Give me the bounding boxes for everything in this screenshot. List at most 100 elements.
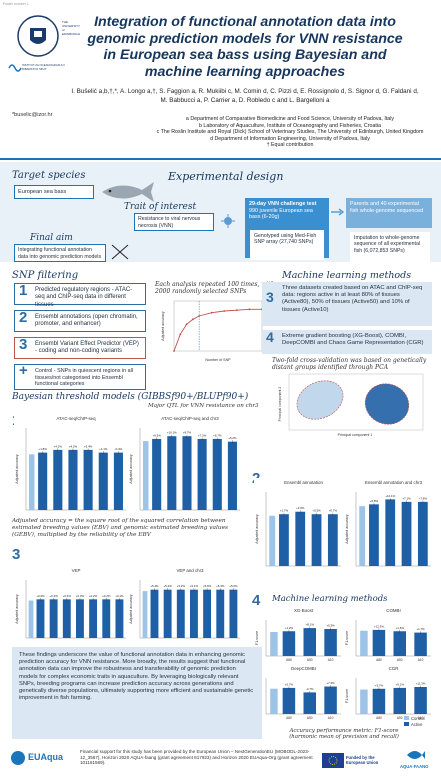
snp-filter-2-num: 2 bbox=[19, 309, 28, 326]
bar bbox=[295, 511, 306, 566]
challenge-title: 29-day VNN challenge test bbox=[249, 201, 317, 207]
accuracy-note: Accuracy performance metric: F1-score (h… bbox=[289, 728, 399, 741]
bar-value-label: +9.1% bbox=[396, 682, 405, 686]
snp-filter-3-num: 3 bbox=[19, 336, 28, 353]
contact-email[interactable]: *buselic@izor.hr bbox=[12, 112, 53, 118]
bar-chart-title: VEP and chr3 bbox=[176, 568, 204, 573]
vep-chr3-bar-chart: VEP and chr3 Adjusted accuracy +5.4% +5.2% +… bbox=[128, 566, 243, 642]
university-crest-icon bbox=[17, 15, 59, 57]
bar bbox=[62, 599, 71, 638]
bar bbox=[190, 589, 198, 638]
bar-control bbox=[269, 515, 276, 566]
line-chart-point bbox=[173, 350, 175, 352]
bar-value-label: +11.3% bbox=[416, 682, 426, 686]
bar-category-label: A80 bbox=[286, 658, 292, 662]
bar-value-label: +3.7% bbox=[375, 683, 384, 687]
bar-category-label: A80 bbox=[286, 716, 292, 720]
bar bbox=[372, 688, 386, 714]
affiliations: a Department of Comparative Biomedicine … bbox=[150, 116, 430, 149]
bar bbox=[150, 589, 159, 638]
bar-value-label: +5.3% bbox=[326, 624, 335, 628]
bar-category-label: A50 bbox=[397, 716, 403, 720]
target-species-title: Target species bbox=[12, 170, 86, 181]
line-chart-point bbox=[235, 309, 238, 312]
bar bbox=[203, 589, 212, 638]
bar bbox=[417, 501, 428, 566]
bar bbox=[68, 449, 78, 510]
line-chart-frame bbox=[173, 300, 263, 352]
combi-bar-chart: COMBI F1-score +12.3% A80 +1.5% A50 +1.7% A10 bbox=[344, 606, 434, 664]
bar-value-label: +5.1% bbox=[190, 584, 199, 588]
poster-number: Poster number 1 bbox=[3, 2, 29, 6]
bar-value-label: +5.6% bbox=[203, 584, 212, 588]
bar-value-label: +5.4% bbox=[150, 584, 159, 588]
snp-filter-1-text: Predicted regulatory regions - ATAC-seq … bbox=[35, 287, 133, 308]
parents-box: Parents and 40 experimental fish whole-g… bbox=[346, 198, 432, 228]
bar bbox=[279, 514, 289, 566]
bar-category-label: A10 bbox=[328, 716, 334, 720]
bar-chart-title: XG-Boost bbox=[294, 608, 314, 613]
snp-count-line-chart: Number of SNP Adjusted accuracy bbox=[160, 297, 266, 363]
bar-control bbox=[360, 630, 368, 656]
eu-flag-icon bbox=[322, 753, 344, 768]
bar-chart-title: ATAC-seq/ChIP-seq and chr3 bbox=[161, 416, 219, 421]
affiliation-a: a Department of Comparative Biomedicine … bbox=[185, 116, 395, 122]
bar-control bbox=[270, 688, 278, 714]
legend-active: Active bbox=[404, 722, 425, 728]
line-chart-xlabel: Number of SNP bbox=[205, 358, 231, 362]
ml-item-4-num: 4 bbox=[266, 329, 274, 345]
bar bbox=[49, 599, 58, 638]
bar-value-label: +5.8% bbox=[370, 499, 379, 503]
ensembl-bar-chart: Ensembl annotation Adjusted accuracy +1.7%… bbox=[254, 478, 344, 570]
bar-value-label: +5.2% bbox=[177, 584, 186, 588]
snp-filter-1: 1 Predicted regulatory regions - ATAC-se… bbox=[14, 283, 146, 308]
bar-chart-ylabel: Adjusted accuracy bbox=[15, 594, 19, 624]
deepcombi-bar-chart: DeepCOMBIF1-score+5.7%A80-0.7%A50+7.3%A1… bbox=[254, 664, 344, 722]
eu-flag-logo: Funded by the European Union bbox=[322, 752, 392, 770]
aquafaang-fish-icon bbox=[407, 751, 425, 759]
bar bbox=[369, 504, 379, 566]
affiliation-equal: † Equal contribution bbox=[266, 142, 314, 149]
dna-icon bbox=[111, 244, 129, 260]
bar-value-label: +9.3% bbox=[153, 433, 162, 437]
ensembl-chr3-bar-chart: Ensembl annotation and chr3 Adjusted accu… bbox=[344, 478, 434, 570]
snp-filter-3: 3 Ensembl Variant Effect Predictor (VEP)… bbox=[14, 337, 146, 359]
bar-control bbox=[270, 631, 278, 656]
line-chart-point bbox=[210, 311, 213, 314]
trait-box: Resistance to viral nervous necrosis (VN… bbox=[134, 213, 214, 231]
final-aim-box: Integrating functional annotation data i… bbox=[14, 244, 106, 262]
imputation-box: Imputation to whole-genome sequence of a… bbox=[350, 232, 430, 268]
qtl-note: Major QTL for VNN resistance on chr3 bbox=[148, 403, 259, 409]
bar bbox=[152, 438, 162, 510]
bar bbox=[324, 629, 337, 656]
bar-value-label: +8.1% bbox=[306, 623, 315, 627]
bar-chart-title: ATAC-seq/ChIP-seq bbox=[56, 416, 96, 421]
snp-filter-2-text: Ensembl annotations (open chromatin, pro… bbox=[35, 314, 138, 328]
bar-value-label: +5.7% bbox=[285, 682, 294, 686]
bar bbox=[401, 501, 412, 566]
bar bbox=[113, 452, 123, 510]
bar bbox=[327, 514, 338, 566]
bar-chart-ylabel: Adjusted accuracy bbox=[255, 514, 259, 544]
ml-legend: Control Active bbox=[404, 716, 425, 728]
adjusted-accuracy-note: Adjusted accuracy = the square root of t… bbox=[12, 518, 228, 538]
repeat-note: Each analysis repeated 100 times, with 2… bbox=[155, 281, 275, 296]
bar-value-label: +7.1% bbox=[402, 496, 411, 500]
bar-category-label: A50 bbox=[307, 658, 313, 662]
bar-chart-title: COMBI bbox=[386, 608, 400, 613]
bar-value-label: +0.4% bbox=[49, 594, 58, 598]
legend-active-label: Active bbox=[411, 722, 423, 727]
bar-chart-ylabel: F1-score bbox=[345, 689, 349, 703]
bar bbox=[83, 449, 93, 510]
bar-value-label: -0.7% bbox=[306, 687, 314, 691]
bar-value-label: +7.1% bbox=[198, 433, 207, 437]
bar-value-label: +6.7% bbox=[213, 433, 222, 437]
bar-value-label: +3.0% bbox=[296, 506, 305, 510]
bar-value-label: +0.3% bbox=[36, 594, 45, 598]
bar bbox=[229, 589, 238, 638]
aquafaang-logo: AQUA-FAANG bbox=[396, 748, 436, 774]
university-logo-text: THE UNIVERSITY of EDINBURGH bbox=[62, 20, 81, 36]
ml-methods-title: Machine learning methods bbox=[282, 270, 412, 281]
sea-bass-icon bbox=[102, 182, 154, 202]
authors: I. Bušelić a,b,†,*, A. Longo a,†, S. Fag… bbox=[71, 88, 419, 104]
